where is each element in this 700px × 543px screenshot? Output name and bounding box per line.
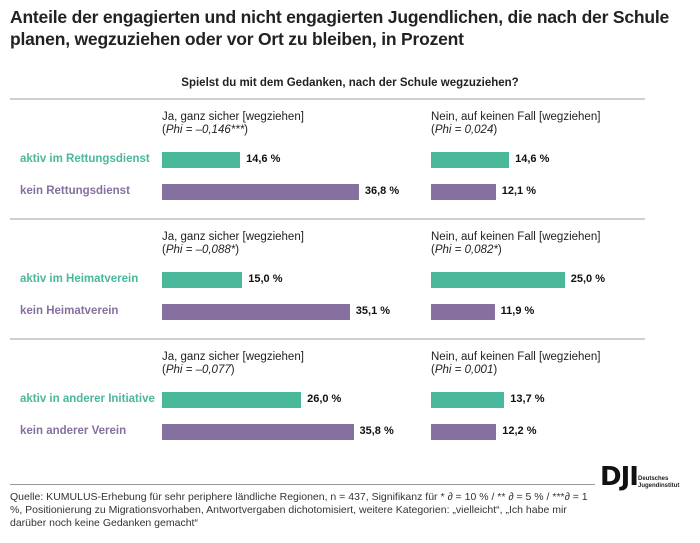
bar-active: [162, 392, 302, 408]
panel-heading-text: Ja, ganz sicher [wegziehen]: [162, 231, 304, 243]
bar-value-label: 26,0 %: [307, 393, 342, 405]
logo-mark: DJI: [600, 462, 639, 492]
chart-subtitle: Spielst du mit dem Gedanken, nach der Sc…: [181, 77, 519, 89]
bar-active: [431, 272, 565, 288]
bar-value-label: 25,0 %: [570, 273, 605, 285]
logo-text: Deutsches Jugendinstitut: [638, 476, 679, 490]
bar-inactive: [162, 304, 350, 320]
dji-logo: DJI Deutsches Jugendinstitut: [600, 462, 679, 492]
bar-inactive: [431, 304, 495, 320]
panel-heading-text: Ja, ganz sicher [wegziehen]: [162, 351, 304, 363]
bar-value-label: 14,6 %: [246, 153, 281, 165]
bar-value-label: 15,0 %: [248, 273, 283, 285]
panel-heading: Ja, ganz sicher [wegziehen] (Phi = –0,077…: [162, 351, 304, 377]
bar-active: [431, 392, 505, 408]
footer-divider: [10, 484, 595, 485]
panel-heading-text: Ja, ganz sicher [wegziehen]: [162, 111, 304, 123]
bar-inactive: [431, 184, 496, 200]
panel-heading: Nein, auf keinen Fall [wegziehen] (Phi = …: [431, 231, 600, 257]
panel-heading-text: Nein, auf keinen Fall [wegziehen]: [431, 351, 601, 363]
bar-inactive: [431, 424, 497, 440]
bar-value-label: 35,8 %: [359, 425, 394, 437]
bar-inactive: [162, 184, 359, 200]
phi-statistic: (Phi = 0,082*): [431, 244, 502, 256]
panel-heading-text: Nein, auf keinen Fall [wegziehen]: [431, 231, 601, 243]
phi-statistic: (Phi = 0,001): [431, 364, 498, 376]
panel-heading: Nein, auf keinen Fall [wegziehen] (Phi = …: [431, 111, 600, 137]
bar-value-label: 11,9 %: [500, 305, 535, 317]
panel-heading: Ja, ganz sicher [wegziehen] (Phi = –0,146…: [162, 111, 304, 137]
bar-value-label: 35,1 %: [355, 305, 391, 317]
row-label: kein anderer Verein: [20, 425, 127, 437]
source-note: Quelle: KUMULUS-Erhebung für sehr periph…: [10, 491, 588, 529]
bar-value-label: 13,7 %: [510, 393, 545, 405]
bar-inactive: [162, 424, 354, 440]
group-separator: [10, 218, 645, 220]
bar-value-label: 14,6 %: [515, 153, 550, 165]
phi-statistic: (Phi = 0,024): [431, 124, 498, 136]
bar-value-label: 36,8 %: [364, 185, 400, 197]
bar-value-label: 12,2 %: [502, 425, 537, 437]
group-separator: [10, 98, 645, 100]
row-label: kein Heimatverein: [20, 305, 119, 317]
bar-active: [431, 152, 510, 168]
phi-statistic: (Phi = –0,088*): [162, 244, 240, 256]
row-label: aktiv in anderer Initiative: [20, 393, 155, 405]
group-separator: [10, 338, 645, 340]
chart-title: Anteile der engagierten und nicht engagi…: [10, 7, 670, 49]
row-label: aktiv im Heimatverein: [20, 273, 139, 285]
phi-statistic: (Phi = –0,146***): [162, 124, 249, 136]
panel-heading: Ja, ganz sicher [wegziehen] (Phi = –0,088…: [162, 231, 304, 257]
logo-line-1: Deutsches: [638, 476, 669, 482]
bar-active: [162, 152, 241, 168]
row-label: kein Rettungsdienst: [20, 185, 130, 197]
logo-line-2: Jugendinstitut: [638, 483, 680, 489]
bar-value-label: 12,1 %: [501, 185, 536, 197]
bar-active: [162, 272, 243, 288]
phi-statistic: (Phi = –0,077): [162, 364, 235, 376]
row-label: aktiv im Rettungsdienst: [20, 153, 150, 165]
panel-heading: Nein, auf keinen Fall [wegziehen] (Phi = …: [431, 351, 600, 377]
panel-heading-text: Nein, auf keinen Fall [wegziehen]: [431, 111, 601, 123]
